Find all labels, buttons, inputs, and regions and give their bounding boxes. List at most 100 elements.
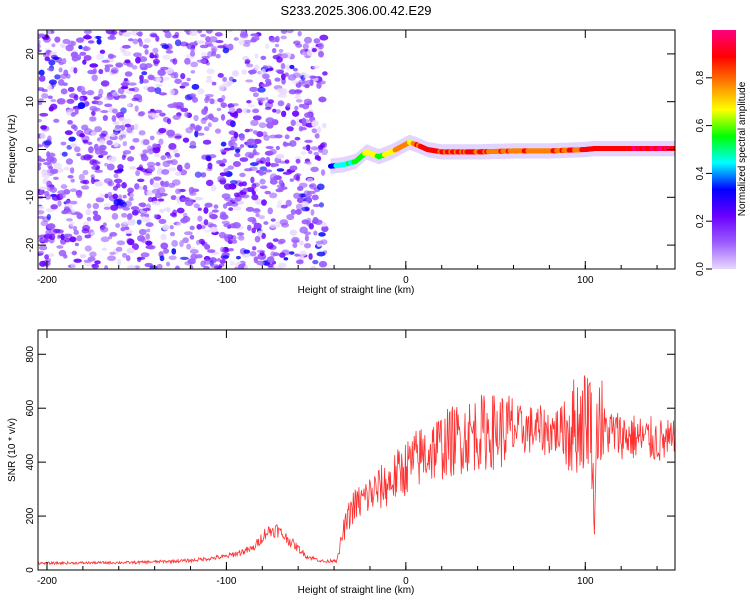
noise-blob [215, 53, 221, 59]
noise-blob [38, 98, 44, 102]
noise-blob [194, 196, 204, 201]
noise-blob [184, 260, 193, 266]
noise-blob [112, 108, 118, 114]
noise-blob [313, 38, 321, 44]
noise-blob [264, 106, 272, 110]
noise-blob [251, 183, 257, 189]
noise-blob [179, 256, 189, 260]
noise-blob [251, 227, 257, 234]
noise-blob [65, 158, 74, 165]
noise-blob [131, 65, 138, 70]
noise-blob [163, 77, 170, 81]
noise-blob [168, 255, 177, 261]
noise-blob [289, 64, 295, 70]
noise-blob [152, 146, 161, 154]
noise-blob [115, 246, 123, 252]
noise-blob [262, 73, 270, 80]
spectrogram-ylabel: Frequency (Hz) [7, 115, 18, 184]
noise-blob [50, 204, 58, 210]
noise-blob [50, 99, 57, 103]
noise-blob [126, 62, 134, 68]
snr-ticks: -200 -100 0 100 0 200 400 600 800 [25, 330, 675, 587]
x-tick-label: 100 [577, 275, 594, 286]
noise-blob [128, 82, 137, 86]
y-tick-label: 400 [25, 453, 36, 470]
noise-blob [116, 240, 126, 246]
noise-blob [191, 188, 200, 193]
noise-blob [254, 188, 259, 192]
noise-blob [153, 176, 162, 181]
noise-blob [293, 192, 301, 199]
noise-blob [306, 49, 313, 57]
noise-blob [278, 179, 284, 186]
noise-blob [41, 93, 49, 99]
noise-blob [215, 40, 224, 44]
noise-blob [245, 206, 255, 212]
noise-blob [208, 36, 218, 43]
noise-blob [63, 166, 71, 171]
noise-blob [130, 206, 140, 211]
noise-blob [227, 165, 235, 170]
noise-blob [143, 38, 151, 43]
noise-blob [168, 182, 176, 188]
noise-blob [275, 145, 280, 151]
noise-blob [224, 197, 233, 202]
noise-blob [53, 228, 61, 233]
noise-blob [62, 58, 67, 65]
noise-blob [59, 192, 66, 199]
noise-blob [172, 209, 178, 215]
noise-blob [254, 235, 261, 243]
noise-blob [149, 178, 154, 186]
noise-blob [181, 81, 190, 87]
noise-blob [122, 140, 128, 147]
noise-blob [227, 43, 234, 51]
noise-blob [295, 208, 302, 215]
noise-blob [306, 177, 314, 183]
noise-blob [189, 191, 197, 196]
noise-blob [291, 236, 300, 244]
noise-blob [155, 35, 160, 42]
noise-blob [229, 179, 238, 185]
noise-blob [70, 178, 75, 183]
noise-blob [222, 255, 230, 259]
noise-blob [73, 125, 78, 132]
noise-blob [252, 115, 262, 121]
noise-blob [287, 74, 297, 81]
noise-blob [205, 179, 214, 187]
noise-blob [40, 125, 48, 130]
noise-blob [251, 194, 259, 201]
noise-blob [189, 123, 195, 131]
snr-xlabel: Height of straight line (km) [298, 585, 415, 596]
noise-blob [276, 168, 285, 172]
noise-blob [145, 222, 154, 227]
noise-blob [152, 47, 159, 54]
noise-blob [247, 216, 257, 223]
noise-blob [160, 66, 169, 70]
noise-blob [220, 141, 227, 147]
noise-blob [257, 230, 263, 237]
noise-blob [47, 84, 53, 91]
noise-blob [122, 252, 128, 258]
noise-blob [95, 197, 105, 203]
noise-blob [259, 178, 266, 185]
noise-blob [79, 253, 87, 259]
noise-blob [91, 263, 100, 269]
noise-blob [189, 265, 194, 269]
noise-blob [196, 40, 206, 44]
noise-blob [206, 68, 215, 75]
noise-blob [145, 233, 151, 240]
noise-blob [269, 223, 276, 229]
noise-blob [274, 43, 280, 48]
noise-blob [167, 167, 177, 172]
noise-blob [99, 49, 106, 54]
noise-blob [166, 129, 176, 137]
noise-blob [248, 71, 254, 75]
noise-blob [254, 64, 260, 71]
noise-blob [89, 251, 97, 258]
noise-blob [251, 246, 257, 251]
noise-blob [76, 153, 82, 157]
noise-blob [231, 103, 239, 107]
noise-blob [208, 211, 214, 219]
noise-blob [128, 87, 136, 92]
